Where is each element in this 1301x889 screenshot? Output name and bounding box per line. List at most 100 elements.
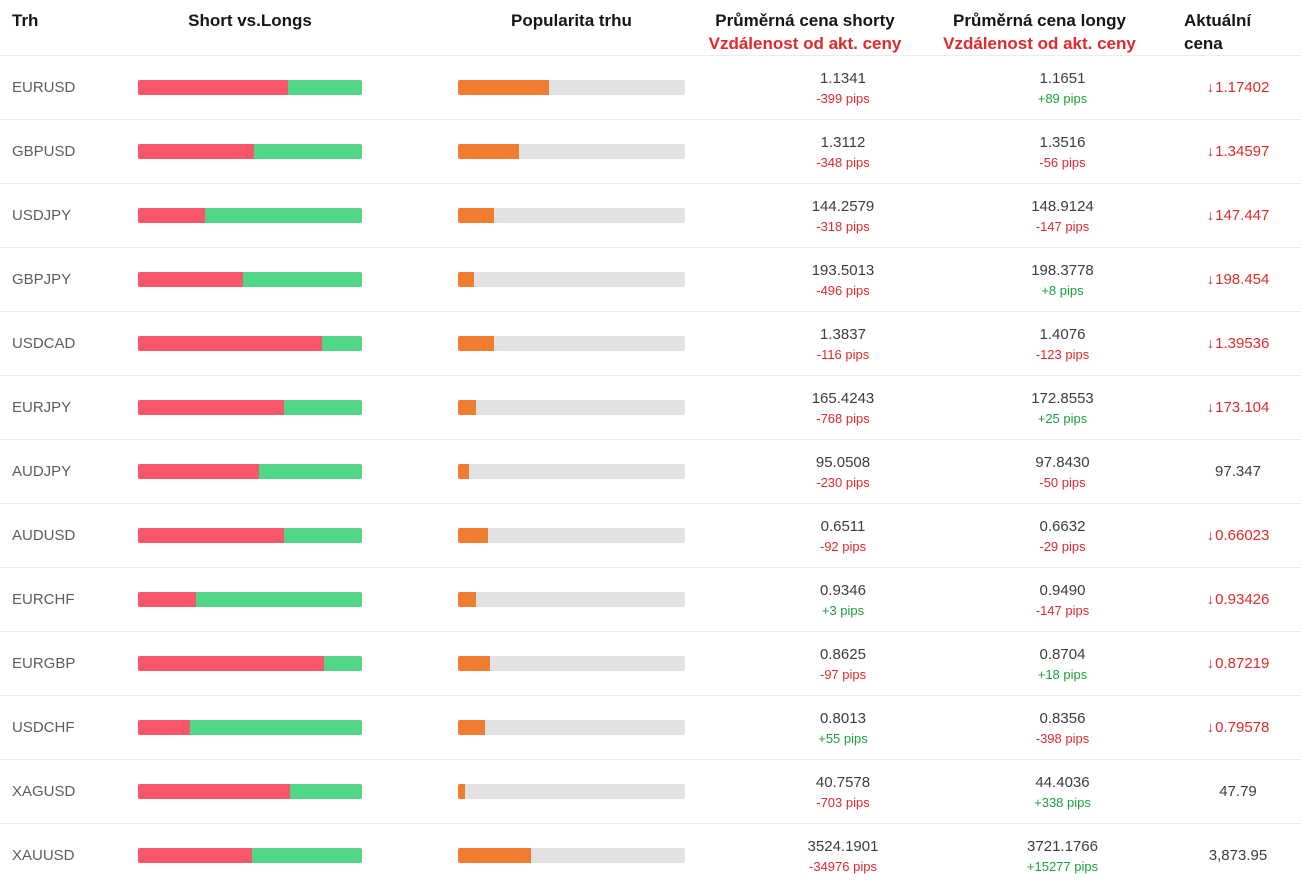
avg-long-price: 0.8704: [1039, 645, 1086, 663]
short-bar: [138, 400, 284, 415]
header-short-vs-longs-label: Short vs.Longs: [188, 11, 312, 30]
header-avg-long-title: Průměrná cena longy: [953, 11, 1126, 30]
popularity-bar: [458, 400, 477, 415]
market-symbol: XAUUSD: [12, 847, 75, 864]
short-vs-long-cell: [130, 784, 445, 799]
avg-short-price: 0.8625: [820, 645, 866, 663]
popularity-cell: [445, 144, 695, 159]
long-bar: [196, 592, 362, 607]
popularity-cell: [445, 80, 695, 95]
header-avg-short-title: Průměrná cena shorty: [715, 11, 895, 30]
long-bar: [205, 208, 362, 223]
short-bar: [138, 272, 244, 287]
market-symbol: USDCHF: [12, 719, 75, 736]
short-vs-long-bar: [138, 720, 362, 735]
short-distance: -34976 pips: [809, 858, 877, 874]
long-distance: +15277 pips: [1026, 858, 1099, 874]
avg-short-price: 0.8013: [820, 709, 866, 727]
market-symbol: AUDJPY: [12, 463, 72, 480]
long-bar: [283, 400, 362, 415]
table-row: GBPUSD 1.3112 -348 pips 1.3516 -56 pips: [0, 119, 1301, 183]
avg-short-price: 165.4243: [811, 389, 875, 407]
avg-short-cell: 1.1341 -399 pips: [695, 68, 915, 108]
popularity-bar: [458, 336, 495, 351]
table-row: USDCAD 1.3837 -116 pips 1.4076 -123 pips: [0, 311, 1301, 375]
market-symbol: EURCHF: [12, 591, 75, 608]
current-price: 0.66023: [1215, 527, 1270, 544]
avg-short-price: 0.6511: [820, 517, 866, 535]
short-vs-long-bar: [138, 336, 362, 351]
avg-short-price: 144.2579: [811, 197, 875, 215]
popularity-track: [458, 400, 685, 415]
short-vs-long-bar: [138, 656, 362, 671]
table-row: EURUSD 1.1341 -399 pips 1.1651 +89 pips: [0, 55, 1301, 119]
current-price-cell: ↓1.34597: [1150, 143, 1301, 160]
current-price: 0.93426: [1215, 591, 1270, 608]
price-down-icon: ↓: [1206, 335, 1215, 352]
avg-long-price: 0.9490: [1039, 581, 1086, 599]
short-bar: [138, 784, 291, 799]
avg-short-cell: 95.0508 -230 pips: [695, 452, 915, 492]
short-vs-long-cell: [130, 528, 445, 543]
avg-long-price: 198.3778: [1031, 261, 1094, 279]
table-body: EURUSD 1.1341 -399 pips 1.1651 +89 pips: [0, 55, 1301, 887]
current-price: 97.347: [1215, 463, 1261, 480]
short-distance: -399 pips: [816, 90, 870, 106]
long-bar: [254, 144, 362, 159]
popularity-bar: [458, 592, 477, 607]
current-price-cell: ↓0.87219: [1150, 655, 1301, 672]
short-vs-long-bar: [138, 208, 362, 223]
popularity-cell: [445, 336, 695, 351]
price-down-icon: ↓: [1206, 719, 1215, 736]
long-distance: +89 pips: [1037, 90, 1088, 106]
avg-long-price: 0.6632: [1039, 517, 1086, 535]
long-distance: -56 pips: [1039, 154, 1086, 170]
current-price-cell: ↓147.447: [1150, 207, 1301, 224]
short-distance: -703 pips: [816, 794, 870, 810]
short-bar: [138, 208, 206, 223]
short-vs-long-cell: [130, 720, 445, 735]
header-current-price-label: Aktuální cena: [1184, 11, 1252, 53]
short-vs-long-cell: [130, 336, 445, 351]
avg-short-cell: 40.7578 -703 pips: [695, 772, 915, 812]
avg-short-cell: 1.3837 -116 pips: [695, 324, 915, 364]
long-bar: [283, 528, 362, 543]
current-price: 1.39536: [1215, 335, 1270, 352]
short-vs-long-cell: [130, 656, 445, 671]
short-distance: -92 pips: [819, 538, 867, 554]
table-row: AUDJPY 95.0508 -230 pips 97.8430 -50 pip…: [0, 439, 1301, 503]
current-price: 198.454: [1215, 271, 1270, 288]
popularity-track: [458, 656, 685, 671]
avg-long-price: 44.4036: [1035, 773, 1090, 791]
short-vs-long-bar: [138, 528, 362, 543]
long-distance: -123 pips: [1035, 346, 1090, 362]
popularity-cell: [445, 848, 695, 863]
current-price: 0.87219: [1215, 655, 1270, 672]
avg-short-cell: 0.8625 -97 pips: [695, 644, 915, 684]
market-symbol: GBPUSD: [12, 143, 76, 160]
avg-short-price: 95.0508: [815, 453, 871, 471]
avg-long-price: 0.8356: [1039, 709, 1086, 727]
short-distance: -230 pips: [816, 474, 870, 490]
avg-long-cell: 97.8430 -50 pips: [915, 452, 1150, 492]
table-row: EURJPY 165.4243 -768 pips 172.8553 +25 p…: [0, 375, 1301, 439]
avg-short-cell: 0.8013 +55 pips: [695, 708, 915, 748]
avg-short-cell: 3524.1901 -34976 pips: [695, 836, 915, 876]
price-down-icon: ↓: [1206, 399, 1215, 416]
short-distance: -318 pips: [816, 218, 870, 234]
avg-long-price: 97.8430: [1035, 453, 1090, 471]
long-distance: +25 pips: [1037, 410, 1088, 426]
market-symbol: EURGBP: [12, 655, 76, 672]
short-vs-long-cell: [130, 272, 445, 287]
popularity-cell: [445, 592, 695, 607]
popularity-track: [458, 272, 685, 287]
avg-short-cell: 1.3112 -348 pips: [695, 132, 915, 172]
market-symbol: EURUSD: [12, 79, 76, 96]
price-down-icon: ↓: [1206, 143, 1215, 160]
short-vs-long-bar: [138, 144, 362, 159]
header-avg-short: Průměrná cena shorty Vzdálenost od akt. …: [695, 9, 915, 55]
price-down-icon: ↓: [1206, 79, 1215, 96]
current-price: 3,873.95: [1208, 847, 1268, 864]
market-symbol: XAGUSD: [12, 783, 76, 800]
